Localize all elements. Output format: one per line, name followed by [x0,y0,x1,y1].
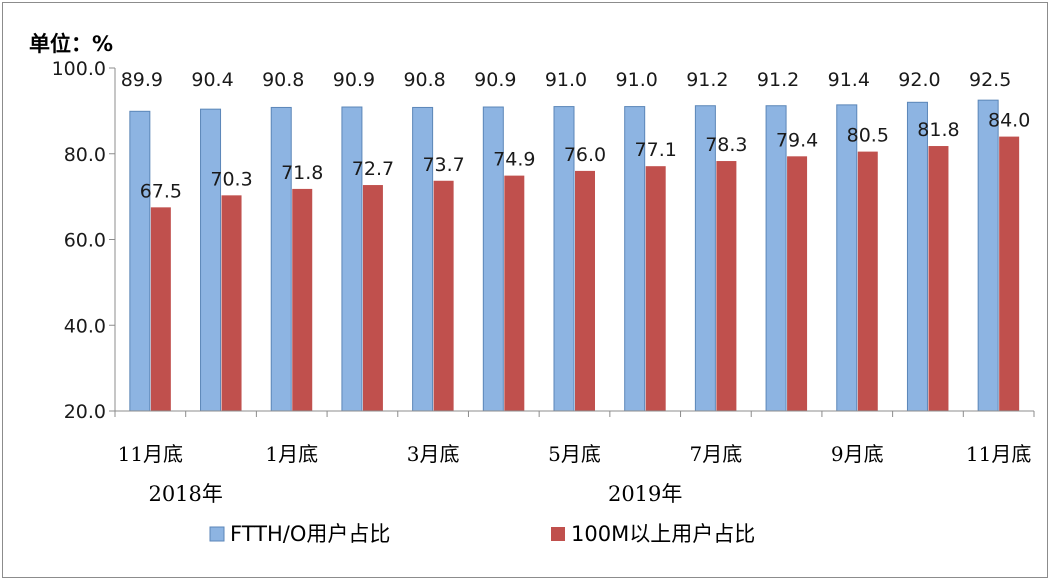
y-tick-label: 20.0 [64,401,106,423]
bar-chart: 单位：% 20.0 40.0 60.0 80.0 100.0 89.9 67.5 90.4 70.… [29,32,1035,546]
data-label-100m: 84.0 [988,110,1030,132]
bar-100m [787,156,808,411]
y-tick-label: 100.0 [52,58,106,80]
legend-swatch-100m [551,527,565,541]
data-label-ftth: 91.2 [686,69,728,91]
data-label-ftth: 91.0 [545,69,587,91]
y-tick-label: 60.0 [64,230,106,252]
data-label-100m: 72.7 [352,158,394,180]
bar-100m [292,188,313,411]
legend-label-ftth: FTTH/O用户占比 [230,522,390,546]
data-label-100m: 71.8 [281,162,323,184]
data-label-100m: 80.5 [847,125,889,147]
legend-swatch-ftth [209,526,225,542]
x-tick-label: 9月底 [831,442,884,466]
bar-100m [150,207,171,411]
data-label-100m: 79.4 [776,129,818,151]
bar-100m [999,136,1020,411]
year-label: 2019年 [608,482,682,506]
bar-100m [716,161,737,411]
data-label-100m: 81.8 [917,119,959,141]
y-tick-label: 80.0 [64,144,106,166]
bar-100m [362,185,383,411]
bar-ftth [129,110,151,412]
data-label-100m: 74.9 [493,149,535,171]
data-label-ftth: 89.9 [121,69,163,91]
data-label-100m: 73.7 [422,154,464,176]
data-label-100m: 76.0 [564,144,606,166]
x-tick-label: 11月底 [966,442,1031,466]
legend-label-100m: 100M以上用户占比 [571,522,755,546]
data-label-100m: 77.1 [635,139,677,161]
bar-ftth [341,106,363,412]
bar-ftth [270,106,292,412]
data-label-100m: 78.3 [705,134,747,156]
data-label-100m: 70.3 [210,168,252,190]
data-label-ftth: 90.4 [191,69,233,91]
x-tick-label: 11月底 [118,442,183,466]
data-label-ftth: 92.5 [969,69,1011,91]
bar-100m [857,151,878,411]
bar-100m [575,170,595,411]
year-label: 2018年 [148,482,222,506]
x-tick-label: 3月底 [407,442,460,466]
data-label-ftth: 90.9 [474,69,516,91]
data-label-ftth: 91.4 [828,69,870,91]
bar-100m [928,146,949,411]
bar-ftth [836,104,858,412]
bar-100m [645,166,666,411]
data-label-ftth: 90.9 [333,69,375,91]
unit-label: 单位：% [29,32,113,56]
x-tick-label: 1月底 [265,442,318,466]
data-label-ftth: 90.8 [403,69,445,91]
data-label-100m: 67.5 [140,180,182,202]
data-label-ftth: 92.0 [898,69,940,91]
y-tick-label: 40.0 [64,315,106,337]
data-label-ftth: 91.2 [757,69,799,91]
bar-ftth [906,101,928,412]
bar-ftth [200,108,222,412]
x-tick-label: 7月底 [690,442,743,466]
bar-ftth [765,105,787,412]
x-tick-label: 5月底 [548,442,601,466]
bar-100m [504,175,525,411]
data-label-ftth: 91.0 [616,69,658,91]
bar-100m [221,195,242,411]
bar-100m [433,180,454,411]
data-label-ftth: 90.8 [262,69,304,91]
bar-ftth [977,99,999,412]
